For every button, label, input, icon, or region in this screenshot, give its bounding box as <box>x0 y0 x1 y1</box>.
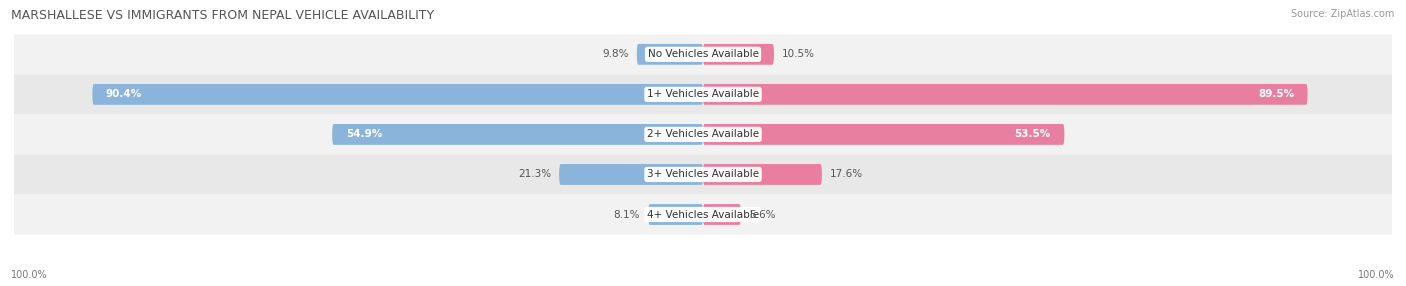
Text: 100.0%: 100.0% <box>1358 270 1395 280</box>
FancyBboxPatch shape <box>703 84 1308 105</box>
FancyBboxPatch shape <box>14 34 1392 74</box>
FancyBboxPatch shape <box>703 44 773 65</box>
Text: 10.5%: 10.5% <box>782 49 815 59</box>
Text: 2+ Vehicles Available: 2+ Vehicles Available <box>647 130 759 139</box>
FancyBboxPatch shape <box>14 194 1392 235</box>
Text: 4+ Vehicles Available: 4+ Vehicles Available <box>647 210 759 219</box>
FancyBboxPatch shape <box>14 154 1392 194</box>
Text: 9.8%: 9.8% <box>602 49 628 59</box>
Text: 8.1%: 8.1% <box>613 210 640 219</box>
FancyBboxPatch shape <box>703 204 741 225</box>
FancyBboxPatch shape <box>703 164 823 185</box>
Text: No Vehicles Available: No Vehicles Available <box>648 49 758 59</box>
FancyBboxPatch shape <box>332 124 703 145</box>
Text: MARSHALLESE VS IMMIGRANTS FROM NEPAL VEHICLE AVAILABILITY: MARSHALLESE VS IMMIGRANTS FROM NEPAL VEH… <box>11 9 434 21</box>
Text: Source: ZipAtlas.com: Source: ZipAtlas.com <box>1291 9 1395 19</box>
FancyBboxPatch shape <box>703 124 1064 145</box>
Text: 5.6%: 5.6% <box>749 210 776 219</box>
Text: 21.3%: 21.3% <box>517 170 551 179</box>
FancyBboxPatch shape <box>648 204 703 225</box>
FancyBboxPatch shape <box>560 164 703 185</box>
FancyBboxPatch shape <box>637 44 703 65</box>
FancyBboxPatch shape <box>14 114 1392 154</box>
Text: 3+ Vehicles Available: 3+ Vehicles Available <box>647 170 759 179</box>
Text: 54.9%: 54.9% <box>346 130 382 139</box>
FancyBboxPatch shape <box>93 84 703 105</box>
Text: 90.4%: 90.4% <box>105 90 142 99</box>
Text: 17.6%: 17.6% <box>830 170 863 179</box>
Text: 89.5%: 89.5% <box>1258 90 1294 99</box>
Text: 100.0%: 100.0% <box>11 270 48 280</box>
Text: 1+ Vehicles Available: 1+ Vehicles Available <box>647 90 759 99</box>
Text: 53.5%: 53.5% <box>1015 130 1050 139</box>
FancyBboxPatch shape <box>14 74 1392 114</box>
